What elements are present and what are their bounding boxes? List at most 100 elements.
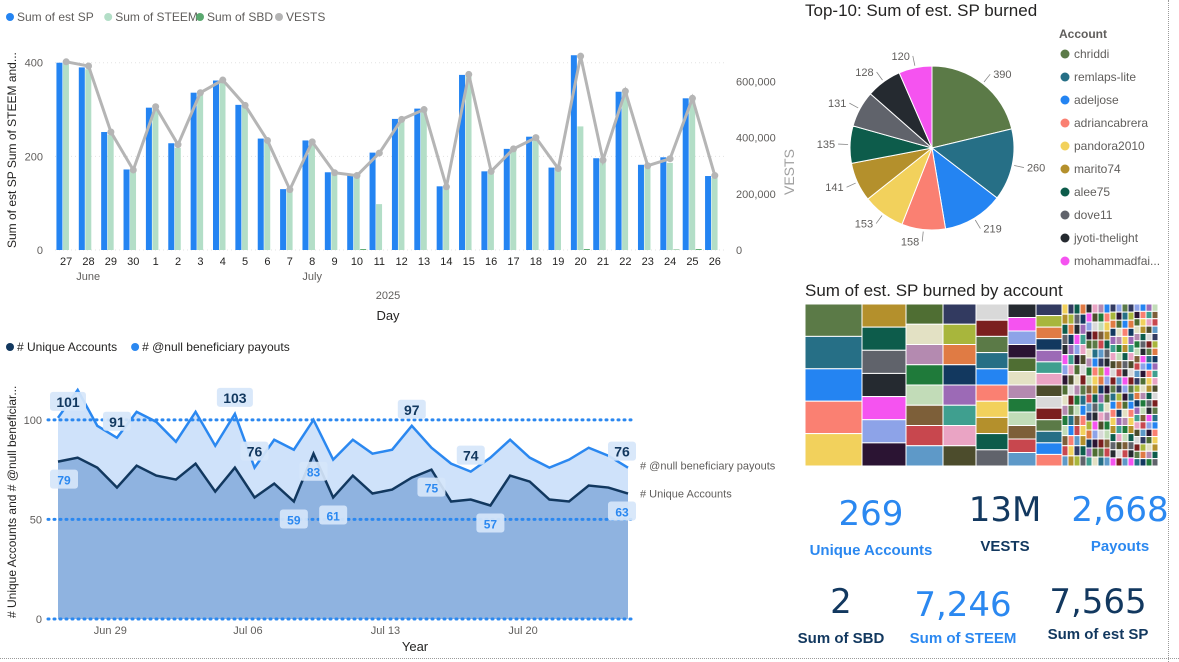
treemap-cell-84 <box>1067 344 1075 356</box>
pie-legend-marker-1 <box>1060 72 1070 82</box>
treemap-cell-41 <box>1007 344 1037 359</box>
combo-xtick-24: 24 <box>664 256 676 268</box>
treemap-cell-160 <box>1091 429 1099 440</box>
bar-steem-20 <box>577 126 584 250</box>
treemap-cell-115 <box>1079 333 1087 345</box>
treemap-cell-296 <box>1133 421 1141 430</box>
combo-xtick-5: 5 <box>242 256 248 268</box>
treemap-cell-14 <box>905 344 944 366</box>
area-ytick-1: 50 <box>30 514 42 526</box>
account-treemap[interactable]: Sum of est. SP burned by account <box>800 278 1168 470</box>
top10-pie-chart[interactable]: Top-10: Sum of est. SP burned 390 260 219 1… <box>800 0 1168 280</box>
bar-sp-15 <box>459 74 466 251</box>
combo-xtick-2: 2 <box>175 256 181 268</box>
treemap-cell-289 <box>1133 369 1141 379</box>
treemap-cell-220 <box>1115 303 1123 313</box>
daily-combo-chart[interactable]: Sum of est SP Sum of STEEM Sum of SBD VESTS… <box>0 0 800 330</box>
treemap-cell-340 <box>1145 421 1153 430</box>
treemap-cell-246 <box>1121 352 1129 362</box>
vests-point-21 <box>599 156 607 164</box>
treemap-cell-222 <box>1115 319 1123 329</box>
bar-sp-22 <box>615 91 622 250</box>
treemap-cell-102 <box>1073 364 1081 376</box>
treemap-cell-300 <box>1133 450 1141 460</box>
treemap-cell-119 <box>1079 374 1087 386</box>
treemap-cell-6 <box>861 326 907 351</box>
vests-point-12 <box>398 115 406 123</box>
treemap-cell-121 <box>1079 394 1087 406</box>
data-label-9: 83 <box>307 466 321 480</box>
treemap-cell-116 <box>1079 344 1087 356</box>
treemap-cell-324 <box>1145 303 1153 312</box>
treemap-cell-332 <box>1145 362 1153 371</box>
treemap-cell-101 <box>1073 354 1081 366</box>
treemap-cell-260 <box>1127 303 1135 313</box>
treemap-cell-5 <box>861 303 907 328</box>
pie-legend-marker-7 <box>1060 210 1070 220</box>
pie-slice-adeljose <box>931 146 998 230</box>
treemap-cell-250 <box>1121 384 1129 394</box>
bar-sp-19 <box>548 167 555 250</box>
treemap-cell-280 <box>1133 303 1141 312</box>
combo-xtick-18: 18 <box>530 256 542 268</box>
treemap-cell-91 <box>1067 414 1075 426</box>
treemap-cell-94 <box>1067 445 1075 457</box>
treemap-cell-327 <box>1145 325 1153 334</box>
treemap-cell-127 <box>1079 455 1087 467</box>
treemap-cell-34 <box>975 400 1009 418</box>
pie-leader-9 <box>912 55 916 66</box>
bar-steem-27 <box>62 63 69 250</box>
bar-steem-19 <box>555 168 561 250</box>
pie-value-label-5: 141 <box>825 182 843 194</box>
combo-xtick-8: 8 <box>309 256 315 268</box>
kpi-unique-accounts-value: 269 <box>838 494 904 534</box>
treemap-cell-282 <box>1133 318 1141 327</box>
treemap-cell-76 <box>1061 425 1069 437</box>
bar-sp-18 <box>526 136 533 250</box>
combo-ytick-2: 400 <box>25 58 43 70</box>
pie-value-label-3: 158 <box>901 236 919 248</box>
treemap-cell-53 <box>1035 338 1063 351</box>
treemap-cell-323 <box>1139 458 1147 467</box>
bar-steem-18 <box>532 137 539 250</box>
pie-leader-7 <box>849 102 859 109</box>
combo-y2-axis-title: VESTS <box>781 149 797 195</box>
pie-value-label-6: 135 <box>817 139 835 151</box>
pie-leader-5 <box>846 182 856 188</box>
combo-xtick-30: 30 <box>127 256 139 268</box>
treemap-cell-64 <box>1061 303 1069 315</box>
treemap-cell-180 <box>1097 447 1105 458</box>
accounts-area-chart[interactable]: # Unique Accounts # @null beneficiary pay… <box>0 330 800 660</box>
treemap-cell-339 <box>1145 413 1153 423</box>
combo-xtick-23: 23 <box>642 256 654 268</box>
treemap-cell-342 <box>1145 436 1153 445</box>
area-line-payouts <box>56 387 629 474</box>
treemap-cell-315 <box>1139 399 1147 408</box>
combo-xtick-25: 25 <box>686 256 698 268</box>
vests-point-2 <box>174 141 182 149</box>
area-xtick-3: Jul 20 <box>508 625 537 637</box>
pie-slice-mohammadfai <box>898 65 933 149</box>
vests-point-16 <box>487 167 495 175</box>
treemap-cell-337 <box>1145 399 1153 408</box>
treemap-cell-322 <box>1139 450 1147 460</box>
treemap-cell-12 <box>905 303 944 325</box>
treemap-cell-325 <box>1145 310 1153 320</box>
pie-legend-label-8: jyoti-thelight <box>1073 231 1139 245</box>
treemap-cell-143 <box>1085 438 1093 449</box>
combo-xtick-26: 26 <box>709 256 721 268</box>
treemap-cell-179 <box>1097 438 1105 449</box>
treemap-cell-48 <box>1007 438 1037 453</box>
treemap-cell-75 <box>1061 414 1069 426</box>
treemap-cell-74 <box>1061 404 1069 416</box>
pie-legend-label-7: dove11 <box>1074 208 1113 222</box>
treemap-cell-4 <box>804 433 863 467</box>
kpi-payouts-label: Payouts <box>1090 538 1150 555</box>
treemap-cell-216 <box>1109 433 1117 443</box>
pie-data-labels: 390 260 219 158 153 141 135 131 128 120 <box>817 51 1046 249</box>
data-label-10: 61 <box>326 510 340 524</box>
combo-legend: Sum of est SP Sum of STEEM Sum of SBD VESTS <box>6 10 325 24</box>
treemap-cells <box>804 303 1159 467</box>
bar-sp-13 <box>414 108 421 250</box>
pie-legend-label-5: marito74 <box>1074 162 1121 176</box>
